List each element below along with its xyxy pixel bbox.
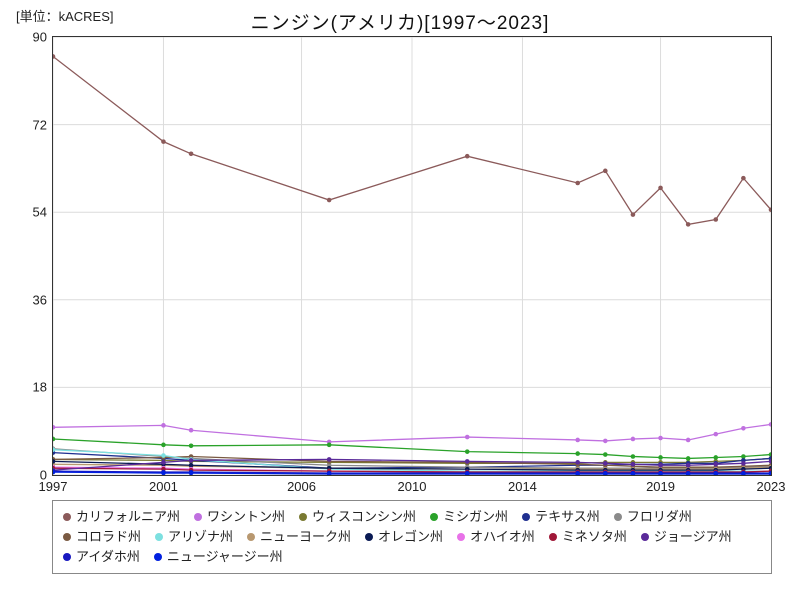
x-tick-label: 2006 [287,479,316,494]
legend-swatch [549,533,557,541]
y-tick-label: 90 [33,30,47,45]
legend-swatch [457,533,465,541]
legend-item: ミシガン州 [430,507,508,527]
legend-label: ウィスコンシン州 [312,507,416,527]
legend-swatch [247,533,255,541]
legend-swatch [63,513,71,521]
legend-swatch [299,513,307,521]
legend-label: テキサス州 [535,507,600,527]
plot-area: 018365472901997200120062010201420192023 [52,36,772,476]
legend-item: ニューヨーク州 [247,527,351,547]
y-tick-label: 72 [33,117,47,132]
legend-swatch [63,553,71,561]
legend-swatch [365,533,373,541]
legend-row: アイダホ州 ニュージャージー州 [63,547,761,567]
plot-svg [53,37,771,475]
legend-item: フロリダ州 [614,507,692,527]
x-tick-label: 2014 [508,479,537,494]
legend-label: ニュージャージー州 [167,547,283,567]
legend-label: オレゴン州 [378,527,443,547]
legend-item: オレゴン州 [365,527,443,547]
legend-row: カリフォルニア州 ワシントン州 ウィスコンシン州 ミシガン州 テキサス州 フロリダ州 [63,507,761,527]
legend-label: コロラド州 [76,527,141,547]
legend-label: ジョージア州 [654,527,732,547]
legend-item: ミネソタ州 [549,527,627,547]
legend-swatch [614,513,622,521]
legend-label: ミシガン州 [443,507,508,527]
legend-row: コロラド州 アリゾナ州 ニューヨーク州 オレゴン州 オハイオ州 ミネソタ州 ジョージア州 [63,527,761,547]
x-tick-label: 2010 [398,479,427,494]
legend-swatch [63,533,71,541]
legend-swatch [194,513,202,521]
legend-item: ニュージャージー州 [154,547,283,567]
legend-label: アリゾナ州 [168,527,233,547]
legend-item: アリゾナ州 [155,527,233,547]
x-tick-label: 1997 [39,479,68,494]
legend-label: カリフォルニア州 [76,507,180,527]
legend-label: アイダホ州 [76,547,140,567]
y-tick-label: 36 [33,292,47,307]
legend-item: ワシントン州 [194,507,285,527]
legend-swatch [430,513,438,521]
legend-label: ミネソタ州 [562,527,627,547]
legend-item: アイダホ州 [63,547,140,567]
legend-swatch [641,533,649,541]
legend-item: ジョージア州 [641,527,732,547]
legend-label: オハイオ州 [470,527,535,547]
y-tick-label: 18 [33,380,47,395]
legend-label: フロリダ州 [627,507,692,527]
legend-label: ワシントン州 [207,507,285,527]
legend-item: コロラド州 [63,527,141,547]
x-tick-label: 2019 [646,479,675,494]
legend-swatch [155,533,163,541]
x-tick-label: 2023 [757,479,786,494]
legend-item: オハイオ州 [457,527,535,547]
legend-swatch [154,553,162,561]
legend: カリフォルニア州ワシントン州ウィスコンシン州ミシガン州テキサス州フロリダ州コロラ… [52,500,772,574]
legend-item: テキサス州 [522,507,600,527]
legend-swatch [522,513,530,521]
chart-stage: [単位：kACRES] ニンジン(アメリカ)[1997～2023] 018365… [0,0,800,600]
legend-item: ウィスコンシン州 [299,507,416,527]
y-tick-label: 54 [33,205,47,220]
legend-item: カリフォルニア州 [63,507,180,527]
chart-title: ニンジン(アメリカ)[1997～2023] [0,8,800,35]
x-tick-label: 2001 [149,479,178,494]
legend-label: ニューヨーク州 [260,527,351,547]
